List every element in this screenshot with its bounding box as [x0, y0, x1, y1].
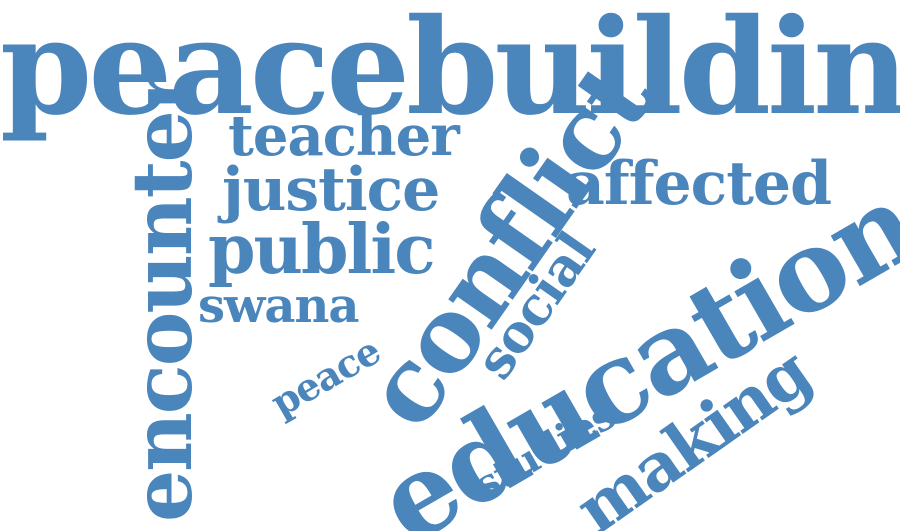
- word-public: public: [208, 210, 436, 290]
- word-teacher: teacher: [228, 103, 460, 169]
- word-encounter: encounter: [115, 71, 211, 522]
- word-affected: affected: [566, 149, 832, 219]
- word-justice: justice: [222, 155, 440, 225]
- word-peacebuilding: peacebuilding: [0, 0, 900, 145]
- word-peace: peace: [263, 327, 388, 426]
- word-swana: swana: [198, 278, 359, 334]
